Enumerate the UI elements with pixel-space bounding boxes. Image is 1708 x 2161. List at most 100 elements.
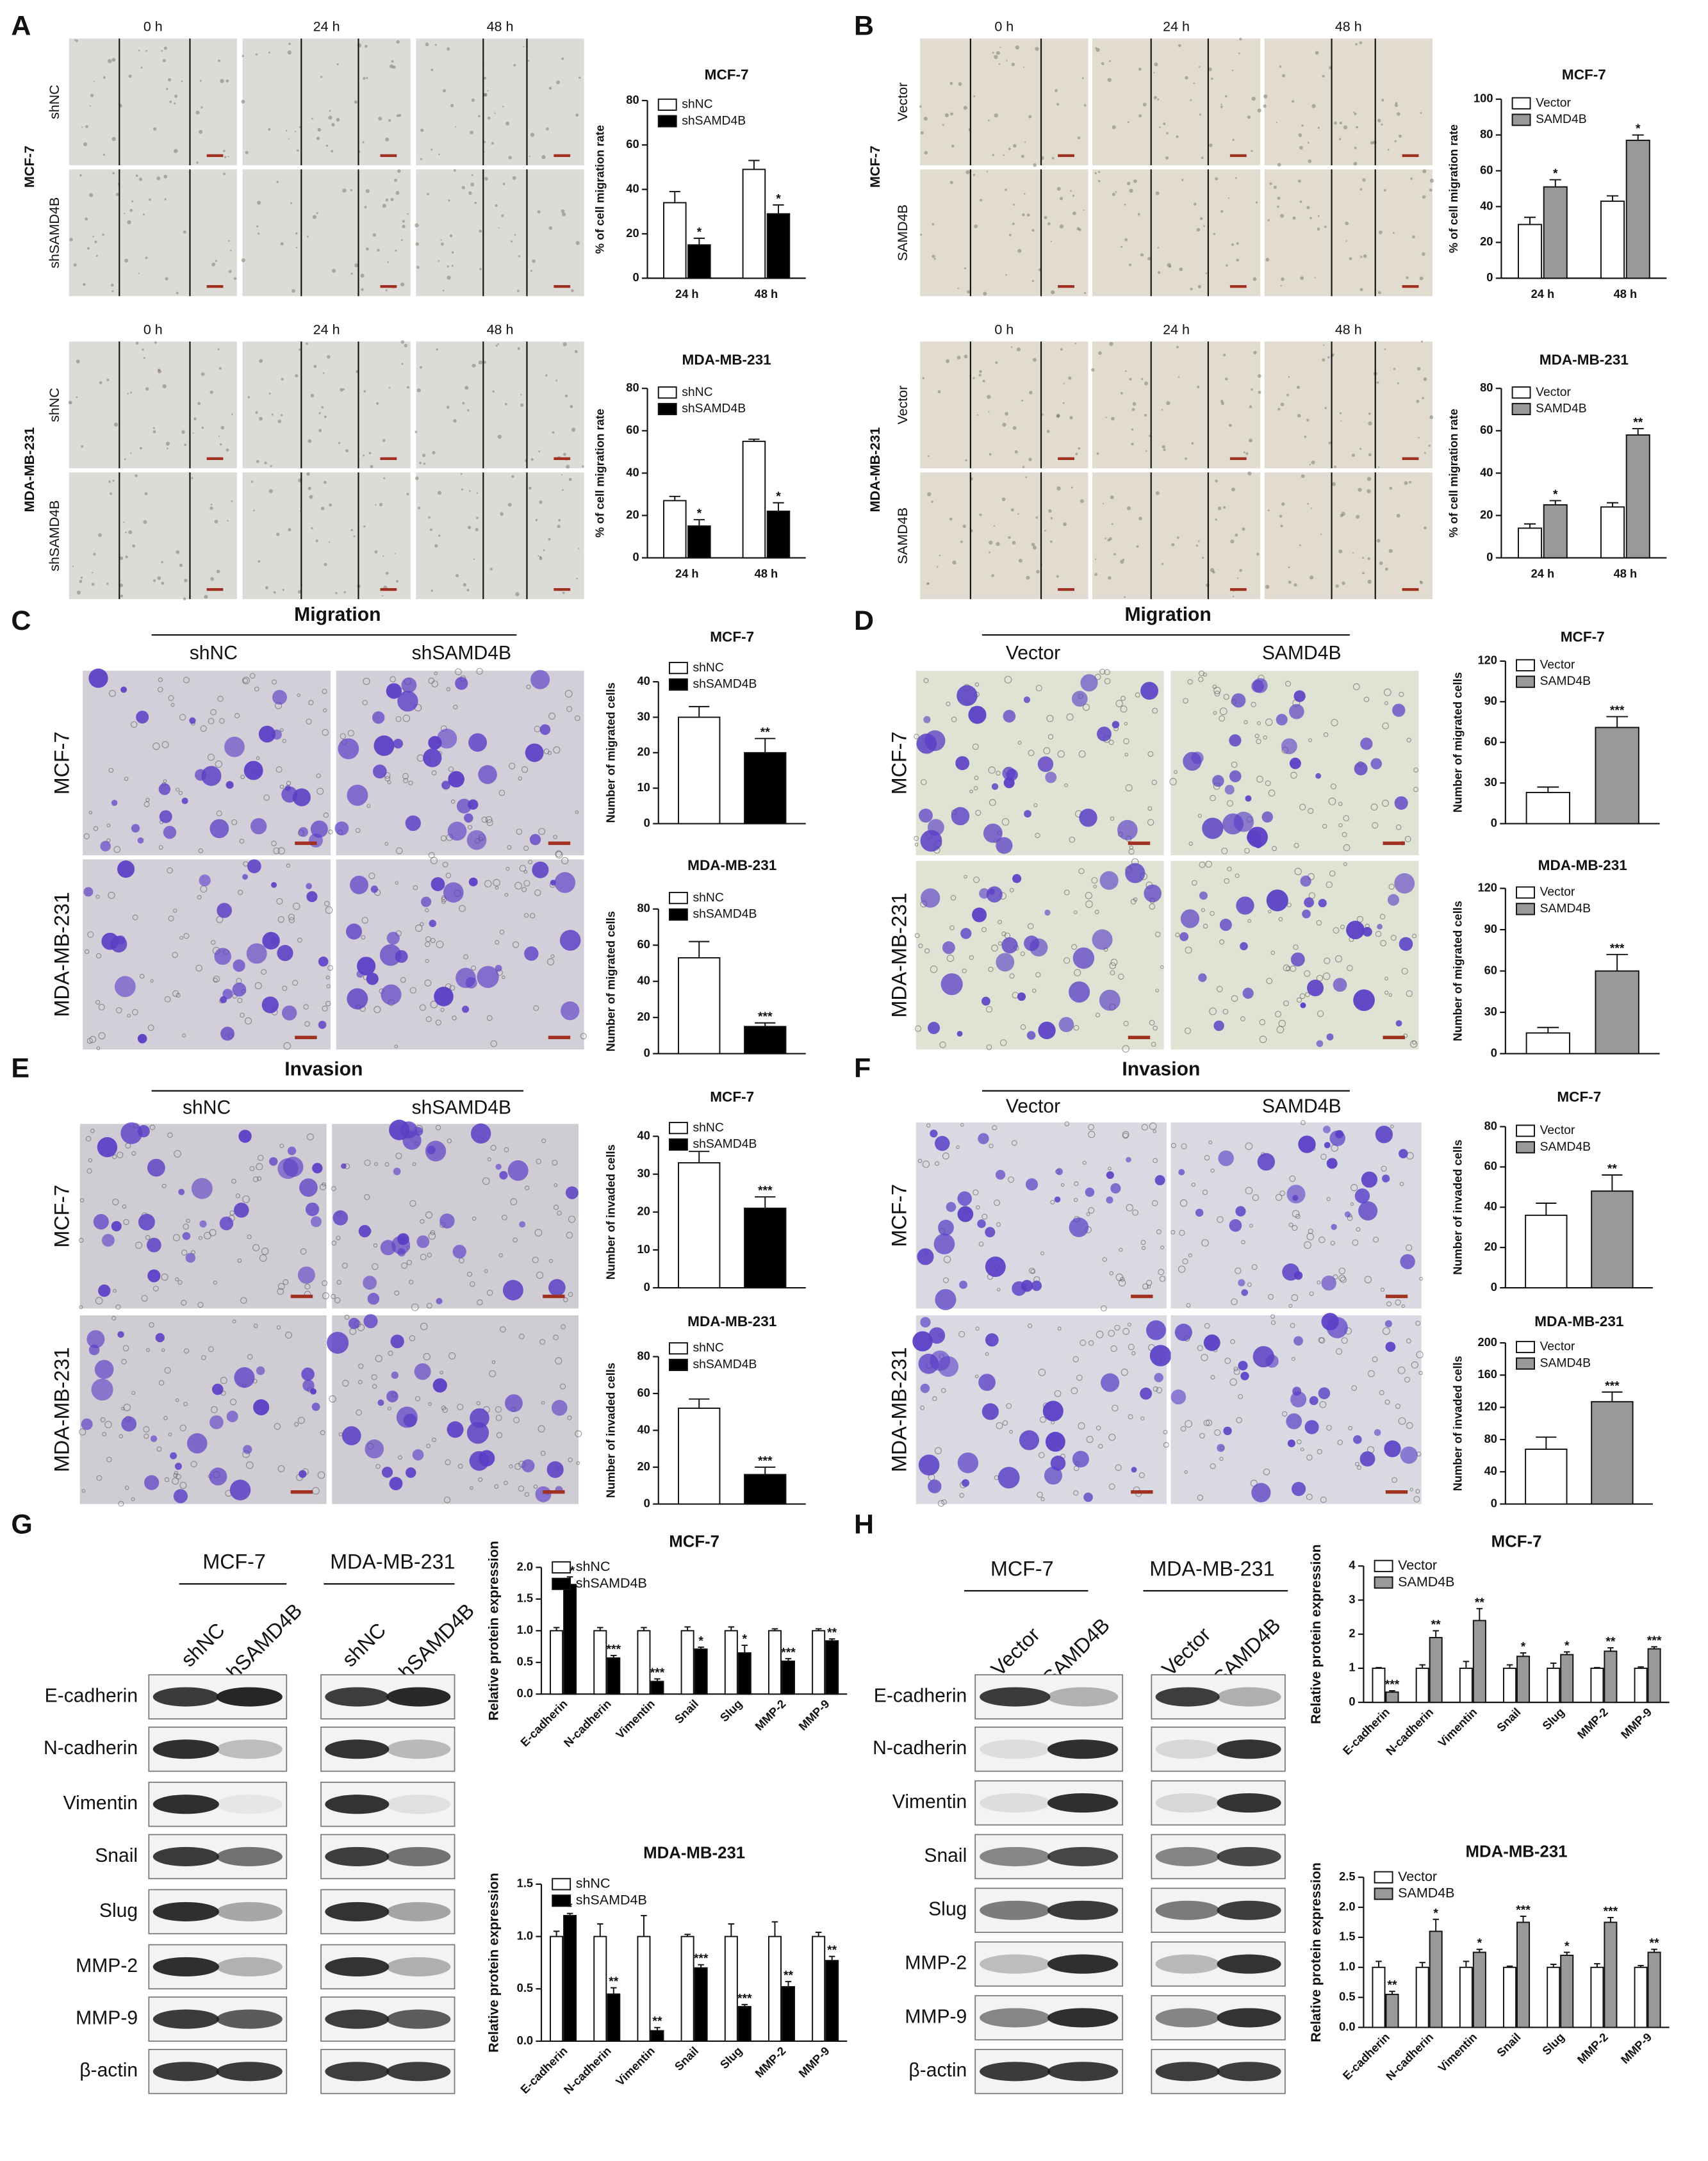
significance: *	[697, 507, 702, 521]
pore	[516, 828, 523, 835]
pore	[175, 1277, 179, 1281]
pore	[949, 925, 955, 930]
legend-label: SAMD4B	[1540, 901, 1591, 916]
cell-speck	[927, 582, 930, 585]
cell-speck	[927, 492, 932, 497]
pore	[481, 816, 488, 823]
pore	[1367, 1370, 1375, 1377]
cell-speck	[135, 474, 138, 477]
pore	[1272, 846, 1277, 851]
blot-band	[1217, 1846, 1281, 1866]
error-bar	[815, 1628, 822, 1631]
pore	[198, 848, 204, 853]
cell-speck	[994, 113, 999, 118]
error-bar	[596, 1627, 604, 1631]
x-tick-label: Slug	[718, 1697, 745, 1725]
cell-line-label: MDA-MB-231	[867, 427, 883, 513]
stained-cell	[921, 888, 940, 908]
cell-speck	[1155, 491, 1160, 495]
pore	[1147, 751, 1154, 757]
cell-speck	[1362, 557, 1365, 559]
pore	[914, 734, 919, 739]
pore	[1030, 1269, 1036, 1274]
stained-cell	[414, 1363, 431, 1380]
cell-speck	[211, 262, 216, 267]
legend-swatch	[1511, 113, 1531, 126]
pore	[1245, 1142, 1253, 1150]
cell-speck	[998, 63, 1001, 65]
pore	[504, 1481, 508, 1485]
cell-speck	[1094, 558, 1097, 561]
significance: *	[1521, 1639, 1526, 1654]
cell-speck	[1232, 595, 1235, 598]
pore	[1379, 1390, 1384, 1395]
bar	[724, 1630, 738, 1695]
blot-band	[1217, 2062, 1281, 2082]
pore	[1210, 794, 1216, 801]
error-bar	[654, 1678, 661, 1682]
cell-speck	[316, 212, 318, 215]
cell-speck	[294, 131, 297, 133]
bar	[687, 244, 711, 279]
cell-speck	[233, 277, 237, 280]
cell-speck	[299, 126, 301, 128]
pore	[1124, 753, 1128, 757]
pore	[89, 1035, 97, 1043]
pore	[518, 1485, 525, 1492]
pore	[308, 700, 314, 705]
stained-cell	[363, 1314, 378, 1329]
pore	[147, 1024, 154, 1031]
group-label: Vector	[987, 1623, 1044, 1680]
pore	[1098, 1443, 1103, 1449]
cell-speck	[388, 387, 391, 389]
cell-speck	[195, 110, 200, 115]
scale-bar	[380, 285, 397, 288]
pore	[1213, 711, 1217, 715]
scale-bar	[1383, 841, 1405, 845]
stained-cell	[1026, 1031, 1036, 1040]
stained-cell	[431, 877, 445, 891]
stained-cell	[546, 1461, 564, 1478]
x-tick-label: 48 h	[1614, 287, 1638, 300]
pore	[1188, 841, 1193, 846]
cell-speck	[217, 348, 220, 350]
cell-speck	[944, 113, 949, 118]
cell-speck	[529, 155, 530, 158]
pore	[994, 1199, 1000, 1206]
blot-band	[1047, 1687, 1119, 1707]
pore	[1002, 1420, 1008, 1426]
cell-line-label: MDA-MB-231	[51, 1347, 74, 1472]
pore	[273, 847, 280, 855]
blot-band	[1217, 1793, 1281, 1813]
cell-speck	[288, 528, 292, 532]
error-bar	[785, 1980, 792, 1987]
bar	[1415, 1667, 1429, 1704]
pore	[1129, 845, 1133, 850]
pore	[319, 1183, 327, 1190]
pore	[521, 887, 527, 892]
legend-swatch	[657, 386, 677, 399]
cell-speck	[566, 464, 570, 469]
stained-cell	[521, 1459, 535, 1472]
pore	[276, 1325, 281, 1330]
stained-cell	[1069, 981, 1090, 1003]
pore	[449, 985, 456, 991]
y-tick-label: 200	[1477, 1335, 1497, 1349]
cell-speck	[1354, 112, 1357, 115]
stained-cell	[978, 1374, 996, 1392]
cell-speck	[308, 486, 311, 490]
cell-speck	[939, 554, 941, 557]
group-label: SAMD4B	[895, 507, 910, 564]
pore	[528, 859, 533, 864]
blot-band	[1155, 1846, 1220, 1866]
pore	[243, 678, 249, 684]
cell-line-label: MDA-MB-231	[1149, 1557, 1274, 1580]
cell-speck	[164, 198, 167, 201]
cell-speck	[497, 434, 502, 439]
stained-cell	[1377, 924, 1383, 930]
pore	[1114, 1324, 1121, 1331]
pore	[387, 780, 391, 785]
stained-cell	[298, 827, 308, 837]
cell-speck	[434, 44, 437, 46]
y-tick-label: 0.0	[517, 1686, 533, 1700]
